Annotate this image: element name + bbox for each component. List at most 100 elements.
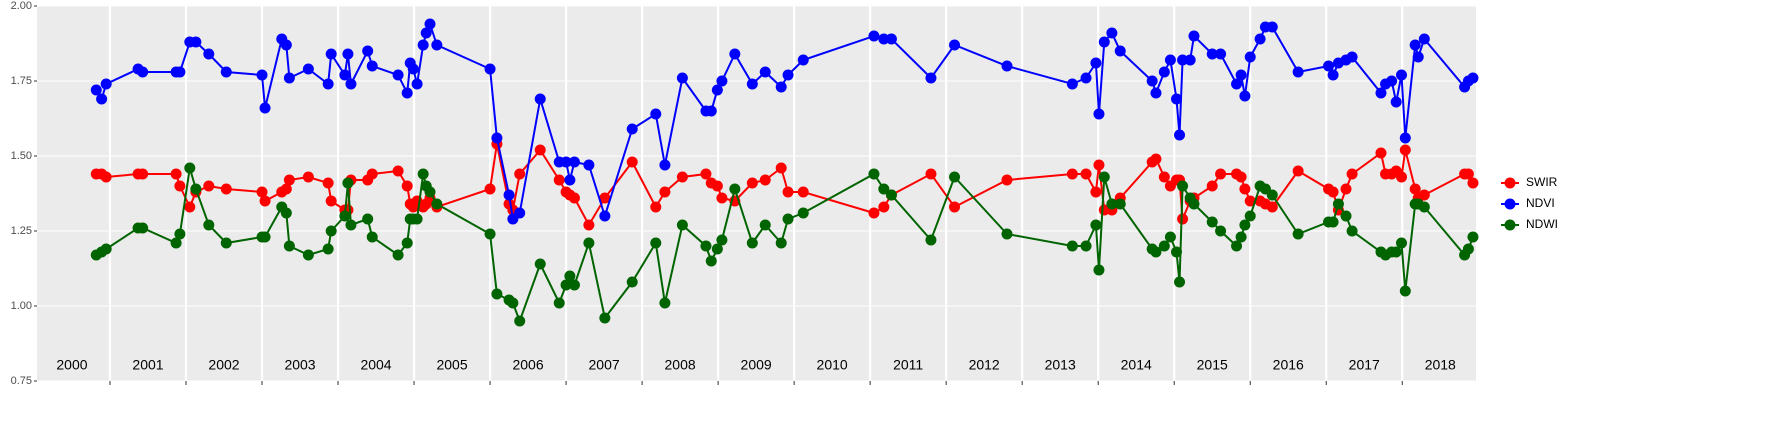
year-label: 2017	[1349, 357, 1380, 373]
data-point	[484, 183, 496, 195]
data-point	[322, 177, 334, 189]
data-point	[424, 18, 436, 30]
data-point	[534, 93, 546, 105]
data-point	[1254, 33, 1266, 45]
data-point	[407, 63, 419, 75]
data-point	[564, 270, 576, 282]
data-point	[1164, 231, 1176, 243]
data-point	[100, 78, 112, 90]
data-point	[1170, 93, 1182, 105]
data-point	[1215, 225, 1227, 237]
data-point	[184, 162, 196, 174]
data-point	[949, 201, 961, 213]
data-point	[203, 48, 215, 60]
data-point	[401, 237, 413, 249]
data-point	[1266, 189, 1278, 201]
data-point	[1396, 69, 1408, 81]
data-point	[345, 219, 357, 231]
data-point	[1215, 48, 1227, 60]
data-point	[1390, 246, 1402, 258]
data-point	[302, 171, 314, 183]
data-point	[1346, 51, 1358, 63]
data-point	[339, 69, 351, 81]
data-point	[1090, 186, 1102, 198]
data-point	[925, 168, 937, 180]
data-point	[716, 75, 728, 87]
data-point	[1184, 54, 1196, 66]
y-tick-label: 2.00	[11, 0, 32, 12]
data-point	[711, 243, 723, 255]
year-label: 2000	[56, 357, 87, 373]
data-point	[705, 255, 717, 267]
data-point	[676, 171, 688, 183]
data-point	[366, 60, 378, 72]
legend-label: NDVI	[1526, 196, 1555, 210]
data-point	[420, 27, 432, 39]
data-point	[650, 237, 662, 249]
y-tick-label: 1.25	[11, 225, 32, 237]
data-point	[1266, 201, 1278, 213]
data-point	[746, 177, 758, 189]
year-label: 2016	[1273, 357, 1304, 373]
data-point	[1346, 168, 1358, 180]
data-point	[280, 207, 292, 219]
data-point	[322, 78, 334, 90]
data-point	[1170, 246, 1182, 258]
data-point	[203, 180, 215, 192]
data-point	[203, 219, 215, 231]
data-point	[1467, 231, 1479, 243]
year-label: 2013	[1045, 357, 1076, 373]
data-point	[411, 213, 423, 225]
data-point	[782, 186, 794, 198]
data-point	[1375, 87, 1387, 99]
data-point	[1409, 183, 1421, 195]
data-point	[1327, 69, 1339, 81]
data-point	[325, 48, 337, 60]
data-point	[484, 63, 496, 75]
data-point	[1090, 57, 1102, 69]
data-point	[1150, 87, 1162, 99]
data-point	[1080, 168, 1092, 180]
data-point	[1080, 72, 1092, 84]
data-point	[1215, 168, 1227, 180]
data-point	[366, 231, 378, 243]
data-point	[700, 240, 712, 252]
year-label: 2007	[589, 357, 620, 373]
data-point	[1235, 231, 1247, 243]
data-point	[514, 207, 526, 219]
data-point	[583, 237, 595, 249]
data-point	[1001, 228, 1013, 240]
data-point	[1106, 27, 1118, 39]
data-point	[1340, 210, 1352, 222]
data-point	[256, 69, 268, 81]
data-point	[1239, 219, 1251, 231]
data-point	[137, 66, 149, 78]
panel	[37, 6, 1476, 381]
data-point	[1239, 183, 1251, 195]
data-point	[716, 234, 728, 246]
data-point	[599, 312, 611, 324]
data-point	[885, 33, 897, 45]
data-point	[568, 156, 580, 168]
data-point	[1399, 132, 1411, 144]
data-point	[484, 228, 496, 240]
data-point	[925, 234, 937, 246]
data-point	[1114, 45, 1126, 57]
data-point	[392, 69, 404, 81]
data-point	[342, 48, 354, 60]
data-point	[100, 243, 112, 255]
legend-label: NDWI	[1526, 217, 1558, 231]
data-point	[1066, 168, 1078, 180]
data-point	[1206, 180, 1218, 192]
data-point	[1418, 189, 1430, 201]
data-point	[626, 123, 638, 135]
data-point	[700, 168, 712, 180]
data-point	[1292, 66, 1304, 78]
data-point	[1158, 240, 1170, 252]
data-point	[782, 69, 794, 81]
data-point	[560, 279, 572, 291]
data-point	[1396, 171, 1408, 183]
data-point	[1396, 237, 1408, 249]
data-point	[1399, 285, 1411, 297]
